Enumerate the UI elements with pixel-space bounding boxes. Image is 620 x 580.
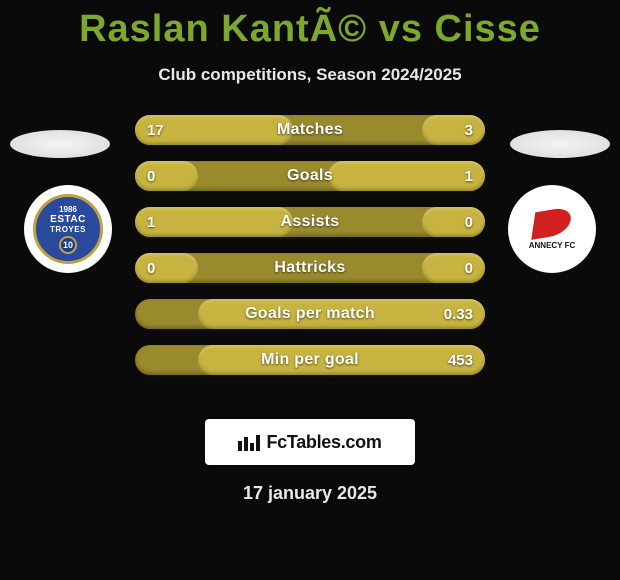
right-badge-swoosh-icon bbox=[531, 206, 573, 240]
stat-row: Goals0 1 bbox=[135, 161, 485, 191]
shadow-left bbox=[10, 130, 110, 158]
page-title: Raslan KantÃ© vs Cisse bbox=[0, 0, 620, 51]
stat-value-right: 0 bbox=[453, 207, 485, 237]
stat-row: Min per goal453 bbox=[135, 345, 485, 375]
stat-value-left: 0 bbox=[135, 161, 167, 191]
left-badge-secondary: TROYES bbox=[50, 225, 86, 234]
stat-value-left: 1 bbox=[135, 207, 167, 237]
stat-value-left: 0 bbox=[135, 253, 167, 283]
right-badge-name: ANNECY FC bbox=[529, 241, 576, 250]
left-team-badge: 1986 ESTAC TROYES 10 bbox=[24, 185, 112, 273]
comparison-arena: 1986 ESTAC TROYES 10 ANNECY FC Matches17… bbox=[0, 115, 620, 415]
stat-label: Assists bbox=[135, 207, 485, 237]
stat-label: Goals bbox=[135, 161, 485, 191]
shadow-right bbox=[510, 130, 610, 158]
brand-text: FcTables.com bbox=[266, 432, 381, 453]
brand-badge: FcTables.com bbox=[205, 419, 415, 465]
snapshot-date: 17 january 2025 bbox=[0, 483, 620, 504]
stat-value-right: 0 bbox=[453, 253, 485, 283]
stat-row: Assists1 0 bbox=[135, 207, 485, 237]
right-team-badge: ANNECY FC bbox=[508, 185, 596, 273]
stat-row: Hattricks0 0 bbox=[135, 253, 485, 283]
stat-bars-container: Matches173Goals01Assists10Hattricks00Goa… bbox=[135, 115, 485, 391]
stat-value-left: 17 bbox=[135, 115, 176, 145]
left-badge-number: 10 bbox=[59, 236, 77, 254]
left-badge-name: ESTAC bbox=[50, 214, 86, 225]
stat-row: Matches17 3 bbox=[135, 115, 485, 145]
left-badge-year: 1986 bbox=[59, 205, 77, 214]
stat-label: Hattricks bbox=[135, 253, 485, 283]
stat-value-right: 0.33 bbox=[432, 299, 485, 329]
subtitle: Club competitions, Season 2024/2025 bbox=[0, 65, 620, 85]
stat-label: Min per goal bbox=[135, 345, 485, 375]
left-badge-inner: 1986 ESTAC TROYES 10 bbox=[33, 194, 103, 264]
stat-value-right: 1 bbox=[453, 161, 485, 191]
stat-row: Goals per match0.33 bbox=[135, 299, 485, 329]
stat-value-right: 453 bbox=[436, 345, 485, 375]
stat-value-right: 3 bbox=[453, 115, 485, 145]
right-badge-inner: ANNECY FC bbox=[517, 194, 587, 264]
brand-chart-icon bbox=[238, 433, 260, 451]
stat-label: Matches bbox=[135, 115, 485, 145]
